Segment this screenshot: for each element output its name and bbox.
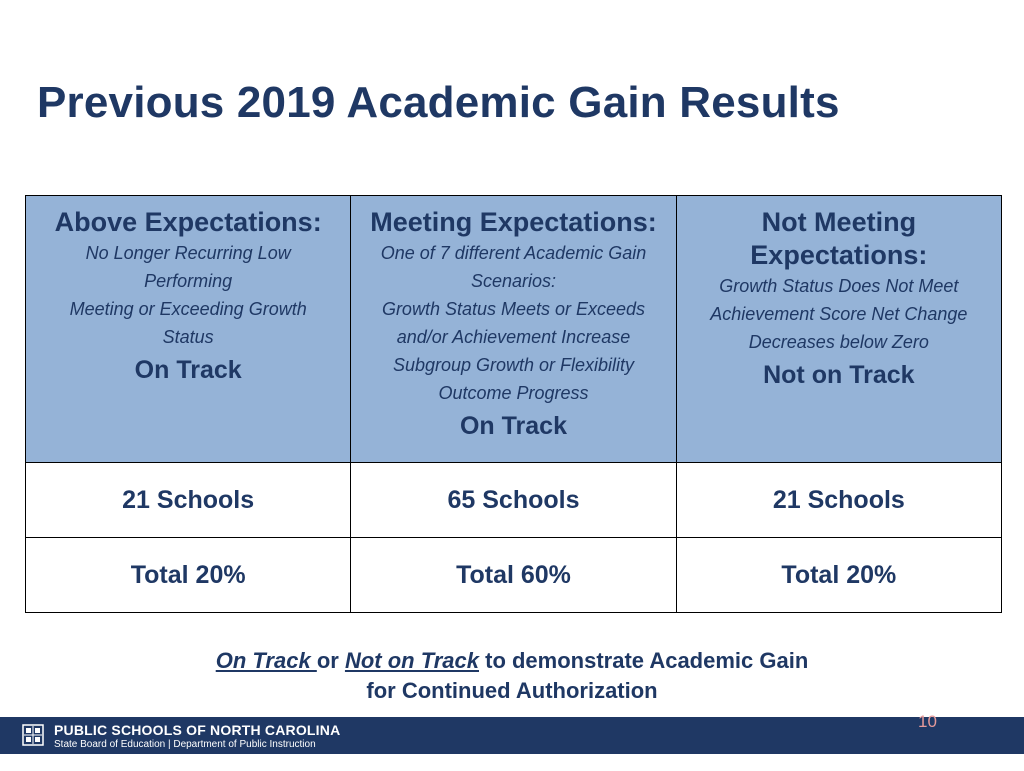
description-line: Growth Status Meets or Exceeds	[381, 299, 646, 319]
header-row: Above Expectations: No Longer Recurring …	[24, 195, 1003, 463]
note-text-line2: for Continued Authorization	[366, 678, 658, 703]
school-count-cell: 65 Schools	[350, 462, 677, 538]
school-count-cell: 21 Schools	[24, 462, 352, 538]
footnote: On Track or Not on Track to demonstrate …	[0, 646, 1024, 706]
description-line: No Longer Recurring Low	[85, 243, 291, 263]
page-number: 10	[918, 712, 937, 731]
total-percent-cell: Total 20%	[675, 537, 1003, 613]
meeting-expectations-cell: Meeting Expectations: One of 7 different…	[350, 195, 677, 463]
description-line: Scenarios:	[470, 271, 557, 291]
status-label: On Track	[459, 412, 567, 440]
nc-dpi-logo-icon	[22, 724, 44, 746]
category-title: Above Expectations:	[54, 207, 322, 237]
total-row: Total 20% Total 60% Total 20%	[24, 537, 1003, 613]
school-count-row: 21 Schools 65 Schools 21 Schools	[24, 462, 1003, 538]
category-title: Expectations:	[750, 240, 928, 270]
not-on-track-term: Not on Track	[344, 648, 479, 673]
description-line: Subgroup Growth or Flexibility	[392, 355, 635, 375]
description-line: and/or Achievement Increase	[396, 327, 631, 347]
above-expectations-cell: Above Expectations: No Longer Recurring …	[24, 195, 352, 463]
footer-bar: PUBLIC SCHOOLS OF NORTH CAROLINA State B…	[0, 717, 1024, 754]
description-line: Status	[162, 327, 214, 347]
description-line: One of 7 different Academic Gain	[380, 243, 647, 263]
status-label: Not on Track	[763, 361, 915, 389]
note-or: or	[316, 648, 345, 673]
description-line: Decreases below Zero	[748, 332, 929, 352]
results-table: Above Expectations: No Longer Recurring …	[24, 195, 1003, 613]
description-line: Performing	[144, 271, 233, 291]
total-percent-cell: Total 20%	[24, 537, 352, 613]
category-title: Not Meeting	[761, 207, 917, 237]
on-track-term: On Track	[215, 648, 317, 673]
description-line: Achievement Score Net Change	[710, 304, 968, 324]
organization-subtitle: State Board of Education | Department of…	[54, 739, 316, 750]
total-percent-cell: Total 60%	[350, 537, 677, 613]
description-line: Growth Status Does Not Meet	[719, 276, 959, 296]
category-title: Meeting Expectations:	[370, 207, 657, 237]
slide-title: Previous 2019 Academic Gain Results	[37, 78, 840, 127]
school-count-cell: 21 Schools	[675, 462, 1003, 538]
organization-name: PUBLIC SCHOOLS OF NORTH CAROLINA	[54, 722, 341, 738]
not-meeting-expectations-cell: Not Meeting Expectations: Growth Status …	[675, 195, 1003, 463]
status-label: On Track	[134, 356, 242, 384]
description-line: Meeting or Exceeding Growth	[69, 299, 307, 319]
description-line: Outcome Progress	[438, 383, 589, 403]
note-text: to demonstrate Academic Gain	[479, 648, 809, 673]
